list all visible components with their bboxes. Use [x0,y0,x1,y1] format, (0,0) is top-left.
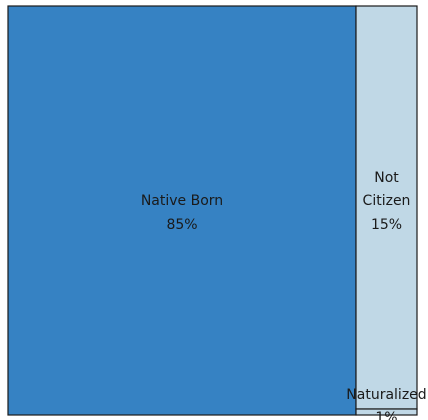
label-naturalized-name: Naturalized [346,387,426,403]
label-not-citizen-name-line2: Citizen [363,193,411,209]
treemap-cell-native-born [7,5,357,416]
label-native-born-name: Native Born [141,193,223,209]
treemap-cell-not-citizen [355,5,418,410]
label-native-born-value: 85% [166,217,197,233]
treemap-cell-naturalized [355,408,418,416]
label-not-citizen-value: 15% [371,217,402,233]
label-not-citizen-name-line1: Not [374,170,399,186]
label-naturalized-value: 1% [375,410,397,420]
